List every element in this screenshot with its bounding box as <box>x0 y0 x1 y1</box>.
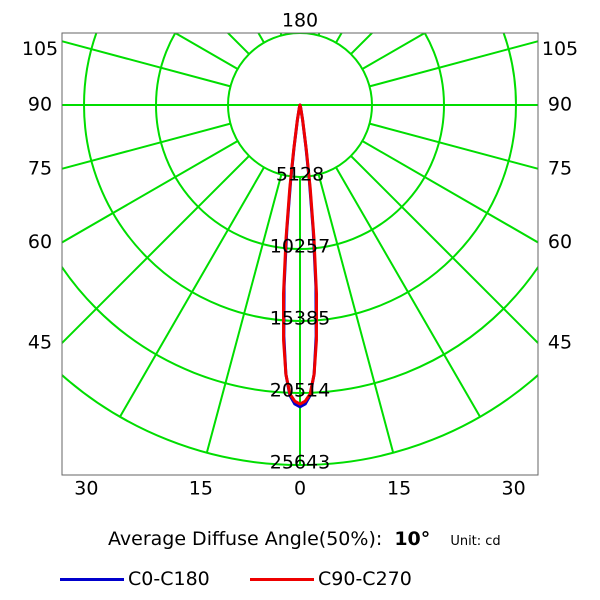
grid-spoke <box>257 33 265 44</box>
angle-label-right-105: 105 <box>542 38 578 60</box>
legend-label-c0-c180: C0-C180 <box>128 568 210 590</box>
grid-spoke <box>335 166 481 418</box>
avg-angle-label: Average Diffuse Angle(50%): <box>108 528 383 550</box>
legend-label-c90-c270: C90-C270 <box>318 568 412 590</box>
grid-spoke <box>317 174 395 453</box>
legend-swatch-c0-c180 <box>60 577 124 581</box>
grid-spoke <box>369 122 538 170</box>
grid-spoke <box>350 155 538 345</box>
grid-spoke <box>205 174 283 453</box>
grid-spoke <box>173 33 239 70</box>
ring-label-25643: 25643 <box>270 452 330 474</box>
grid-spoke <box>119 166 265 418</box>
legend-swatch-c90-c270 <box>250 577 314 581</box>
average-diffuse-angle: Average Diffuse Angle(50%): 10° Unit: cd <box>108 528 501 550</box>
label-layer: 5128 10257 15385 20514 25643 180 105 105 90 90 75 7… <box>22 10 578 500</box>
grid-spoke <box>369 40 538 88</box>
curve-layer <box>281 103 319 409</box>
grid-spoke <box>62 40 231 88</box>
angle-label-bottom-neg30: 30 <box>74 478 98 500</box>
ring-label-10257: 10257 <box>270 235 330 257</box>
plot-frame <box>61 32 539 476</box>
ring-label-20514: 20514 <box>270 379 330 401</box>
angle-label-bottom-0: 0 <box>294 478 306 500</box>
legend-item-c90-c270: C90-C270 <box>250 566 412 592</box>
angle-label-bottom-pos30: 30 <box>502 478 526 500</box>
ring-label-15385: 15385 <box>270 307 330 329</box>
grid-spoke <box>62 122 231 170</box>
grid-spoke <box>317 33 321 36</box>
grid-spoke <box>279 33 283 36</box>
angle-label-left-90: 90 <box>28 94 52 116</box>
grid-spoke <box>335 33 343 44</box>
angle-label-top-180: 180 <box>282 10 318 32</box>
angle-label-bottom-neg15: 15 <box>189 478 213 500</box>
angle-label-left-105: 105 <box>22 38 58 60</box>
angle-label-bottom-pos15: 15 <box>387 478 411 500</box>
angle-label-left-45: 45 <box>28 332 52 354</box>
avg-angle-value: 10° <box>394 528 431 550</box>
angle-label-right-45: 45 <box>548 332 572 354</box>
grid-spoke <box>62 155 250 345</box>
grid-spoke <box>62 140 239 244</box>
angle-label-right-60: 60 <box>548 231 572 253</box>
grid-spoke <box>361 33 427 70</box>
series-curve-c90-c270 <box>281 103 319 406</box>
unit-label: Unit: cd <box>450 534 501 549</box>
angle-label-right-90: 90 <box>548 94 572 116</box>
legend-item-c0-c180: C0-C180 <box>60 566 210 592</box>
angle-label-right-75: 75 <box>548 157 572 179</box>
angle-label-left-75: 75 <box>28 157 52 179</box>
ring-label-5128: 5128 <box>276 163 324 185</box>
grid-spoke <box>361 140 538 244</box>
angle-label-left-60: 60 <box>28 231 52 253</box>
